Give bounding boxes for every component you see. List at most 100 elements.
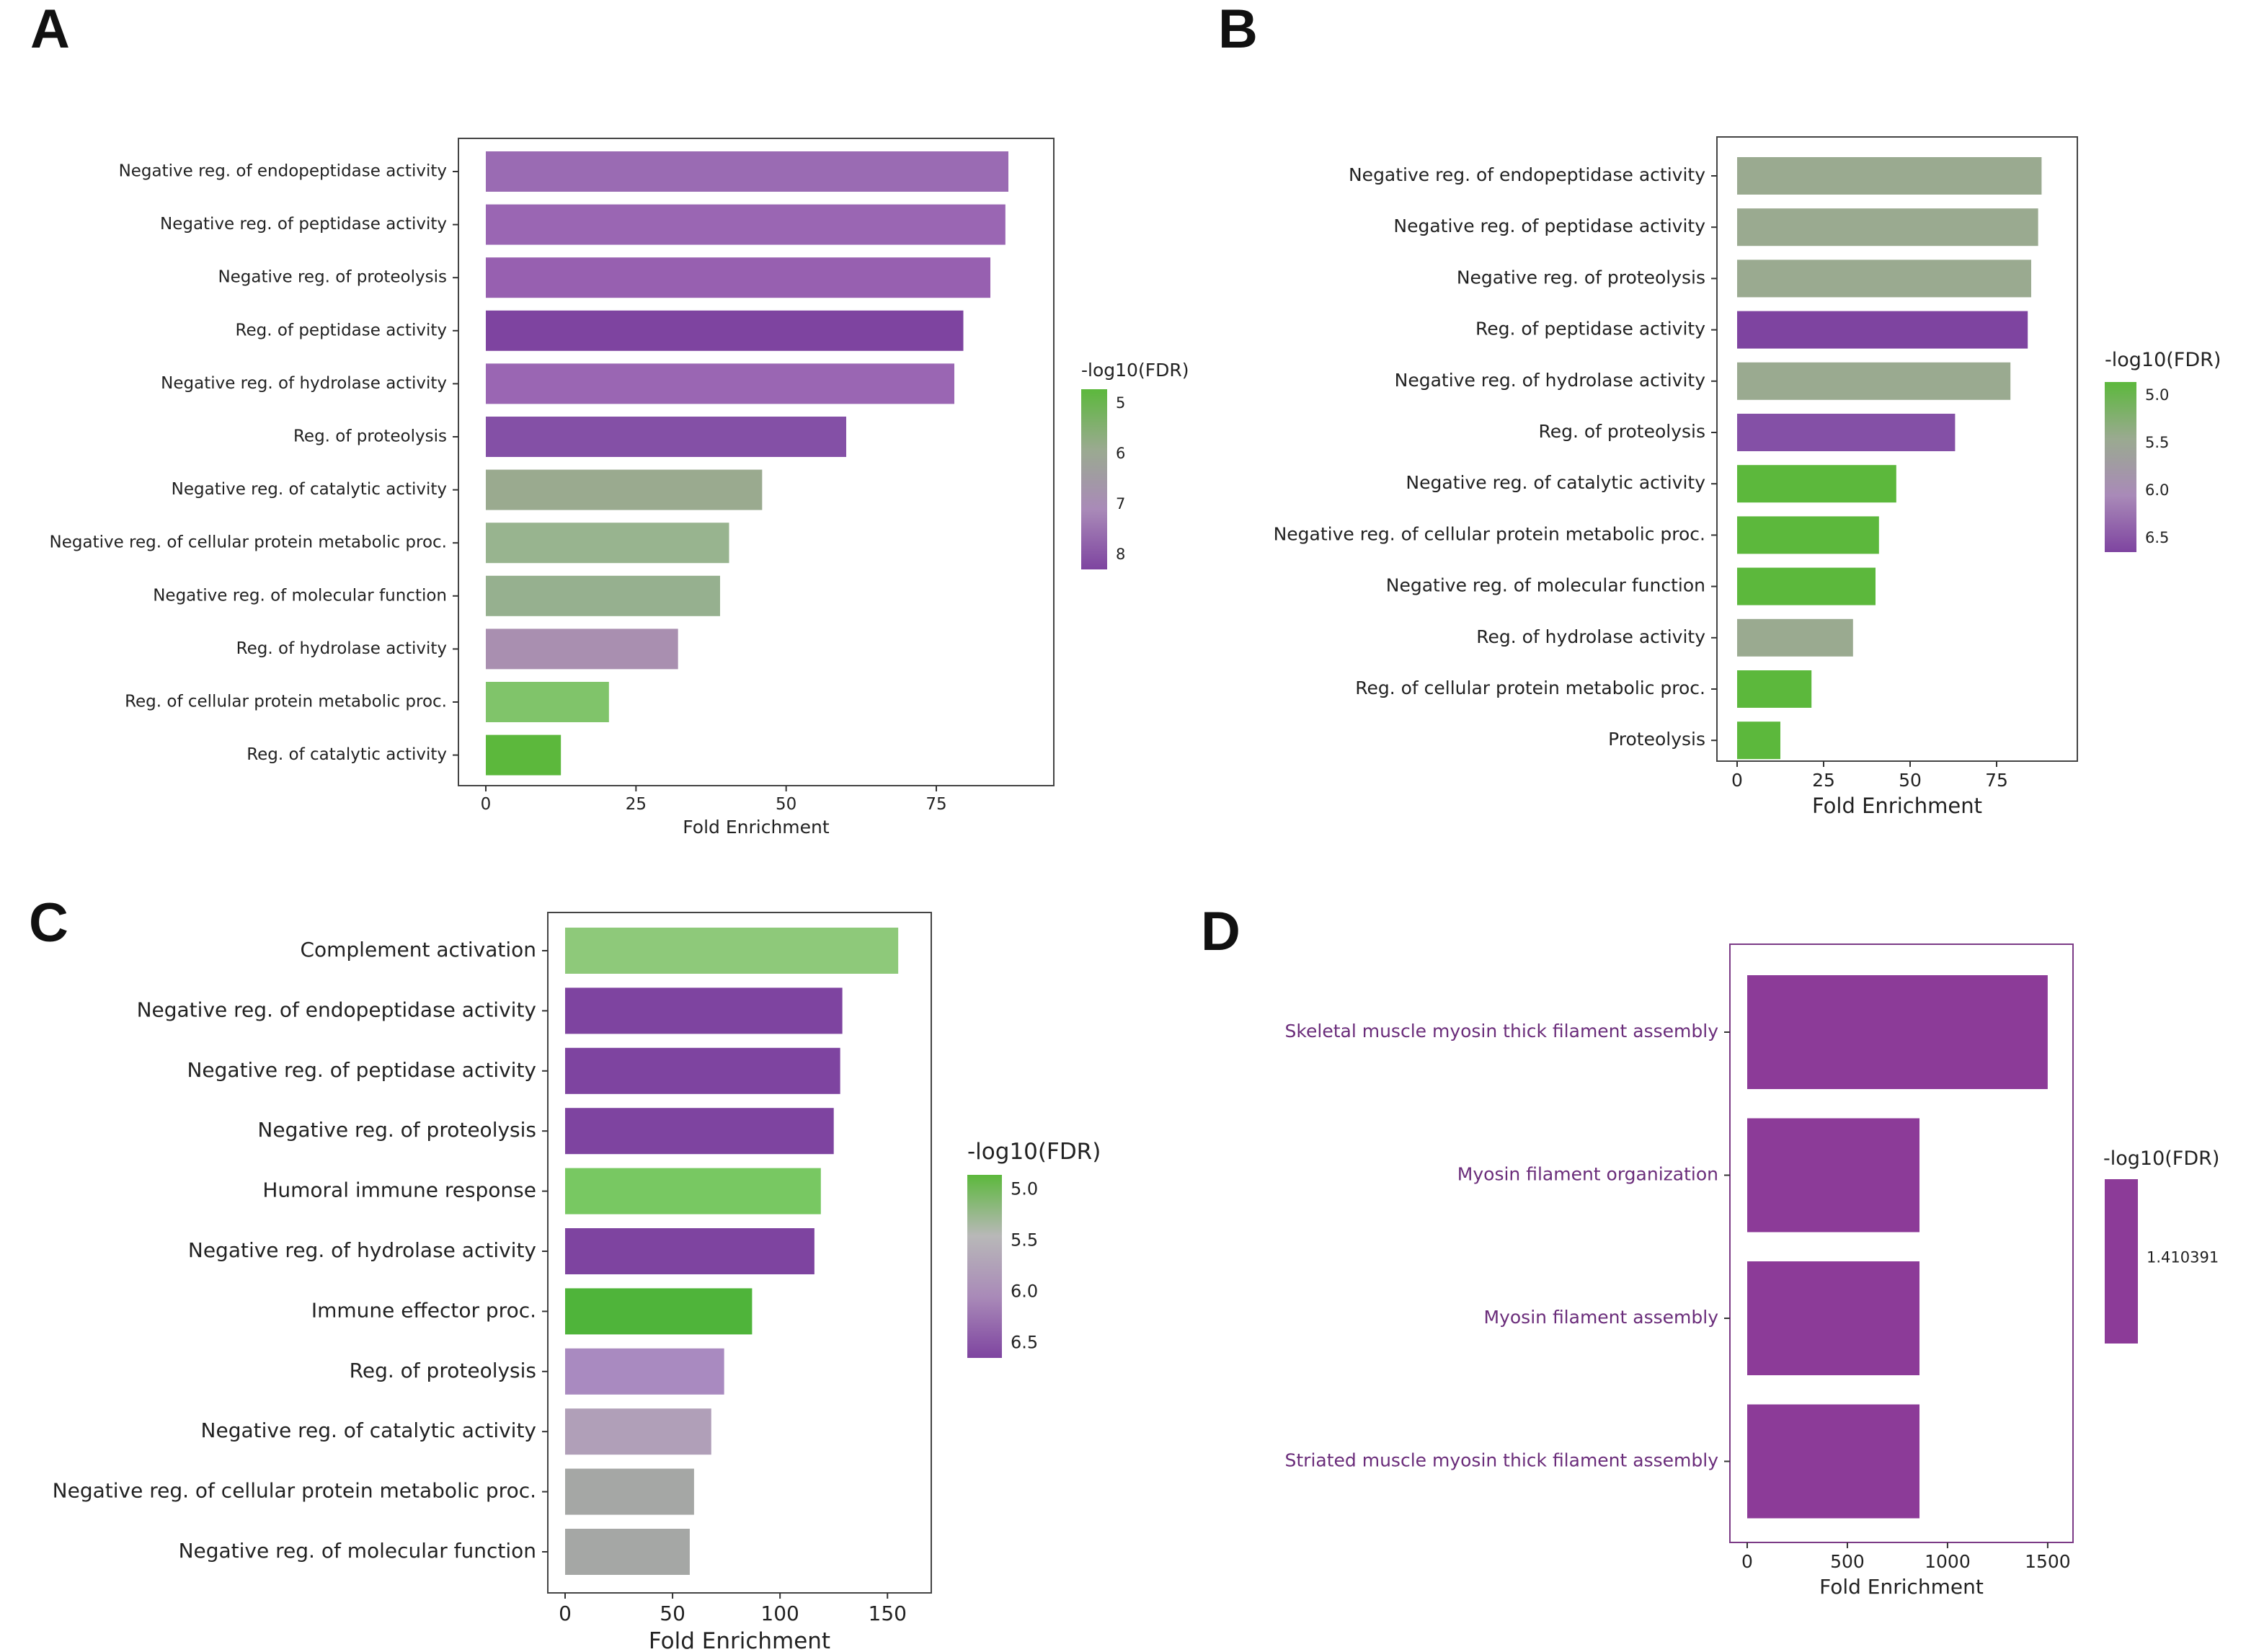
bar (565, 1529, 690, 1575)
bar (1737, 721, 1780, 760)
colorbar (967, 1175, 1002, 1358)
category-label: Negative reg. of peptidase activity (160, 215, 447, 234)
bar (1737, 311, 2028, 349)
bar (1737, 208, 2038, 247)
colorbar (2105, 382, 2136, 552)
plot-frame (458, 138, 1055, 786)
x-tick-label: 50 (776, 795, 796, 814)
bar (565, 987, 843, 1034)
bar (1747, 975, 2048, 1089)
bar (486, 310, 964, 351)
category-label: Reg. of proteolysis (1538, 421, 1705, 442)
bar (486, 363, 954, 404)
x-axis-title: Fold Enrichment (649, 1628, 830, 1652)
x-tick-label: 0 (481, 795, 492, 814)
x-tick-label: 50 (1899, 770, 1922, 791)
category-label: Negative reg. of hydrolase activity (1395, 370, 1706, 391)
category-label: Negative reg. of catalytic activity (172, 480, 447, 499)
category-label: Reg. of hydrolase activity (236, 639, 447, 658)
colorbar-tick-label: 6.0 (1011, 1282, 1038, 1302)
bar (565, 1228, 814, 1274)
category-label: Negative reg. of hydrolase activity (188, 1238, 536, 1262)
x-tick-label: 50 (660, 1602, 685, 1625)
category-label: Negative reg. of molecular function (179, 1539, 536, 1563)
category-label: Negative reg. of cellular protein metabo… (50, 533, 447, 552)
colorbar-title: -log10(FDR) (2105, 349, 2221, 371)
category-label: Negative reg. of endopeptidase activity (137, 998, 536, 1021)
category-label: Negative reg. of proteolysis (1457, 267, 1705, 288)
bar (1747, 1118, 1920, 1233)
bar (1737, 157, 2042, 195)
panel-d: D Skeletal muscle myosin thick filament a… (1201, 901, 2219, 1599)
bar (486, 629, 678, 670)
colorbar-title: -log10(FDR) (967, 1139, 1101, 1165)
category-label: Negative reg. of hydrolase activity (161, 374, 447, 393)
bar (486, 523, 729, 564)
category-label: Myosin filament organization (1457, 1164, 1718, 1185)
colorbar-tick-label: 5.0 (2145, 386, 2169, 404)
bar (1737, 567, 1876, 605)
panel-c: C Complement activation Negative reg. of e… (29, 892, 1101, 1652)
x-tick-label: 25 (626, 795, 647, 814)
bar (565, 1468, 694, 1515)
x-tick-label: 0 (1741, 1551, 1753, 1572)
plot-frame (1716, 136, 2078, 762)
colorbar-tick-label: 8 (1116, 546, 1125, 563)
category-label: Negative reg. of cellular protein metabo… (1274, 523, 1705, 544)
bar (565, 928, 899, 974)
category-label: Reg. of proteolysis (293, 427, 447, 446)
category-label: Negative reg. of proteolysis (257, 1118, 536, 1142)
bar (1737, 414, 1956, 451)
bar (1737, 362, 2011, 400)
bar (486, 469, 763, 510)
category-label: Negative reg. of molecular function (1386, 575, 1705, 596)
category-label: Negative reg. of proteolysis (218, 268, 447, 287)
category-label: Negative reg. of endopeptidase activity (119, 162, 447, 181)
bar (486, 417, 846, 457)
category-label: Humoral immune response (262, 1178, 536, 1202)
panel-letter-b: B (1218, 0, 1258, 60)
category-label: Negative reg. of cellular protein metabo… (53, 1479, 536, 1503)
category-label: Reg. of cellular protein metabolic proc. (1355, 678, 1705, 698)
bar (486, 575, 720, 616)
x-tick-label: 1500 (2025, 1551, 2071, 1572)
category-label: Proteolysis (1608, 729, 1705, 750)
bar (1747, 1404, 1920, 1519)
bar (486, 204, 1006, 245)
bar (486, 734, 562, 776)
panel-b: B Negative reg. of endopeptidase activity… (1218, 0, 2221, 818)
category-label: Reg. of catalytic activity (247, 745, 447, 764)
colorbar-tick-label: 7 (1116, 495, 1125, 512)
category-label: Reg. of hydrolase activity (1476, 626, 1705, 647)
bar (565, 1047, 840, 1094)
category-label: Reg. of peptidase activity (236, 321, 447, 339)
bar (1737, 259, 2031, 298)
x-axis-title: Fold Enrichment (683, 817, 830, 838)
colorbar (1081, 389, 1107, 569)
bar (565, 1348, 724, 1395)
colorbar-title: -log10(FDR) (1081, 360, 1189, 381)
x-tick-label: 1000 (1925, 1551, 1971, 1572)
colorbar-tick-label: 5.5 (2145, 434, 2169, 451)
x-tick-label: 0 (1731, 770, 1743, 791)
category-label: Striated muscle myosin thick filament as… (1285, 1450, 1719, 1471)
category-label: Negative reg. of molecular function (153, 586, 447, 605)
category-label: Negative reg. of peptidase activity (1393, 216, 1705, 236)
colorbar-tick-label: 6.5 (2145, 529, 2169, 546)
bar (1737, 465, 1896, 503)
colorbar-tick-label: 6.0 (2145, 481, 2169, 499)
colorbar-title: -log10(FDR) (2103, 1147, 2219, 1170)
bar (486, 151, 1008, 192)
bar (1737, 670, 1812, 708)
colorbar-tick-label: 5.5 (1011, 1230, 1038, 1250)
colorbar (2105, 1179, 2138, 1344)
category-label: Immune effector proc. (311, 1298, 536, 1322)
category-label: Negative reg. of peptidase activity (187, 1058, 536, 1082)
category-label: Reg. of proteolysis (350, 1359, 536, 1382)
colorbar-tick-label: 6.5 (1011, 1333, 1038, 1353)
bar (486, 682, 609, 722)
bar (1737, 516, 1879, 554)
category-label: Negative reg. of endopeptidase activity (1349, 164, 1705, 185)
panel-a: A Negative reg. of endopeptidase activity… (30, 0, 1189, 838)
